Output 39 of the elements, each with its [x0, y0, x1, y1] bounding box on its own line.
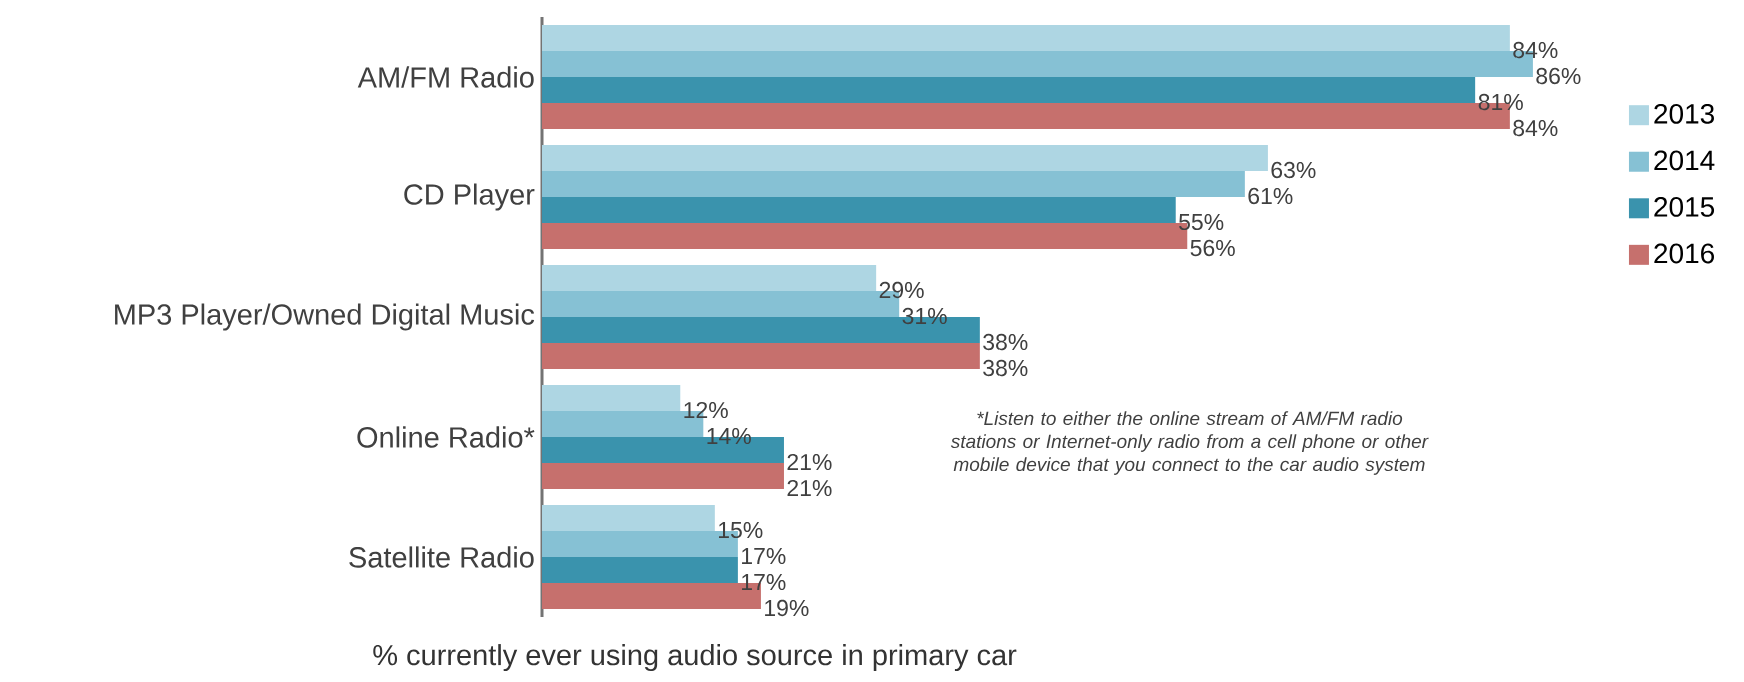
bar — [542, 385, 681, 412]
data-label: 56% — [1190, 239, 1235, 257]
bar — [542, 25, 1510, 52]
annotation: *Listen to either the online stream of AM/FM radio stations or Internet-only radio from a cell phone or other mobile device that you connect to the car audio system — [950, 411, 1429, 475]
data-label: 19% — [765, 599, 809, 617]
data-label: 21% — [787, 479, 832, 497]
bar — [542, 197, 1176, 224]
data-label: 29% — [879, 281, 924, 299]
y-tick-label: MP3 Player/Owned Digital Music — [115, 303, 535, 331]
data-label: 17% — [742, 547, 786, 565]
data-label: 63% — [1271, 161, 1316, 179]
legend-label: 2015 — [1654, 196, 1715, 217]
bar — [542, 77, 1476, 104]
legend-label: 2016 — [1654, 243, 1714, 264]
bar — [542, 463, 784, 490]
legend-label: 2013 — [1654, 103, 1714, 124]
data-label: 15% — [719, 521, 763, 539]
data-label: 61% — [1248, 187, 1293, 205]
y-tick-label: CD Player — [404, 183, 535, 211]
bar — [542, 145, 1268, 172]
data-label: 86% — [1536, 67, 1581, 85]
data-label: 84% — [1513, 41, 1558, 59]
bar — [542, 265, 877, 292]
data-label: 38% — [983, 333, 1028, 351]
data-label: 38% — [983, 359, 1028, 377]
bar — [542, 557, 738, 584]
data-label: 21% — [787, 453, 832, 471]
data-label: 17% — [742, 573, 786, 591]
bar — [542, 343, 980, 370]
x-axis-title: % currently ever using audio source in primary car — [373, 644, 1017, 672]
bar — [542, 171, 1245, 198]
y-tick-label: Satellite Radio — [349, 546, 534, 568]
data-label: 55% — [1179, 213, 1224, 231]
bar — [542, 505, 715, 532]
data-label: 84% — [1513, 119, 1558, 137]
data-label: 12% — [684, 401, 728, 419]
y-tick-label: AM/FM Radio — [357, 66, 534, 88]
y-tick-label: Online Radio* — [357, 426, 535, 448]
legend-label: 2014 — [1654, 150, 1715, 171]
